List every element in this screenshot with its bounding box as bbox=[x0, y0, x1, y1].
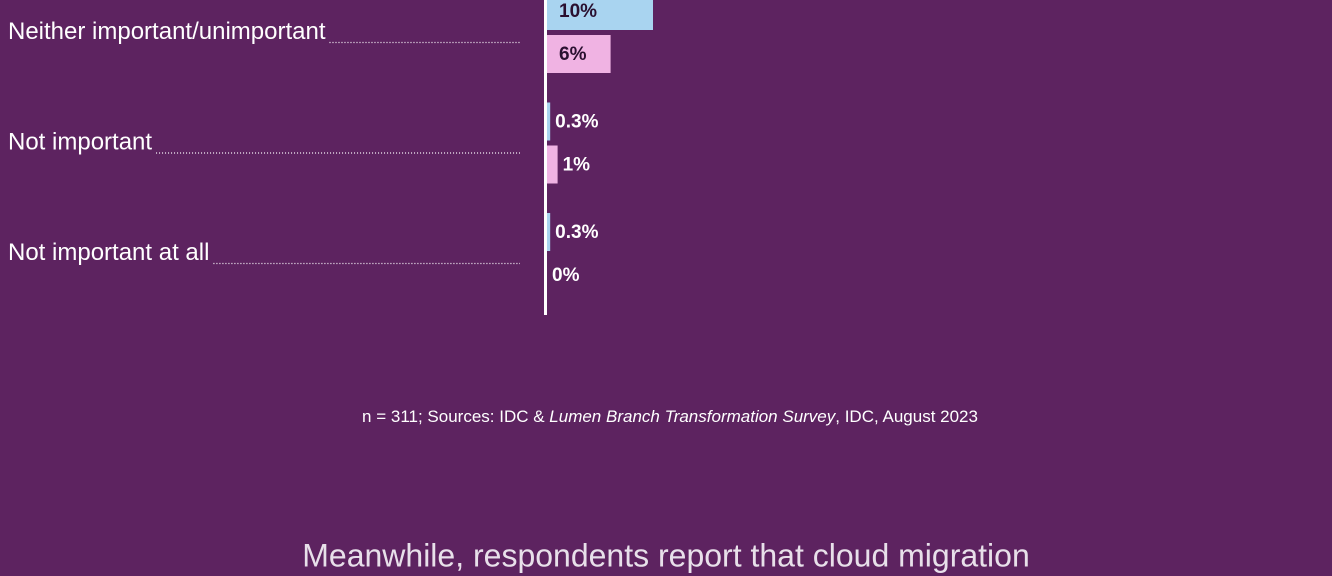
value-label: 0% bbox=[552, 265, 580, 286]
value-label: 10% bbox=[559, 1, 597, 22]
category-label: Not important bbox=[8, 128, 152, 155]
footnote: n = 311; Sources: IDC & Lumen Branch Tra… bbox=[362, 407, 978, 426]
category-label: Not important at all bbox=[8, 239, 209, 266]
next-heading: Meanwhile, respondents report that cloud… bbox=[302, 537, 1030, 573]
bar bbox=[547, 102, 551, 141]
value-label: 1% bbox=[563, 155, 591, 176]
bar bbox=[547, 0, 653, 30]
bar bbox=[547, 145, 558, 184]
category-label: Neither important/unimportant bbox=[8, 18, 326, 45]
value-label: 0.3% bbox=[555, 222, 598, 243]
footnote-part: Lumen Branch Transformation Survey bbox=[549, 407, 836, 426]
footnote-part: , IDC, August 2023 bbox=[835, 407, 978, 426]
bar bbox=[547, 35, 611, 73]
bar bbox=[547, 213, 551, 251]
footnote-part: n = 311; Sources: IDC & bbox=[362, 407, 549, 426]
value-label: 6% bbox=[559, 44, 587, 65]
value-label: 0.3% bbox=[555, 112, 598, 133]
